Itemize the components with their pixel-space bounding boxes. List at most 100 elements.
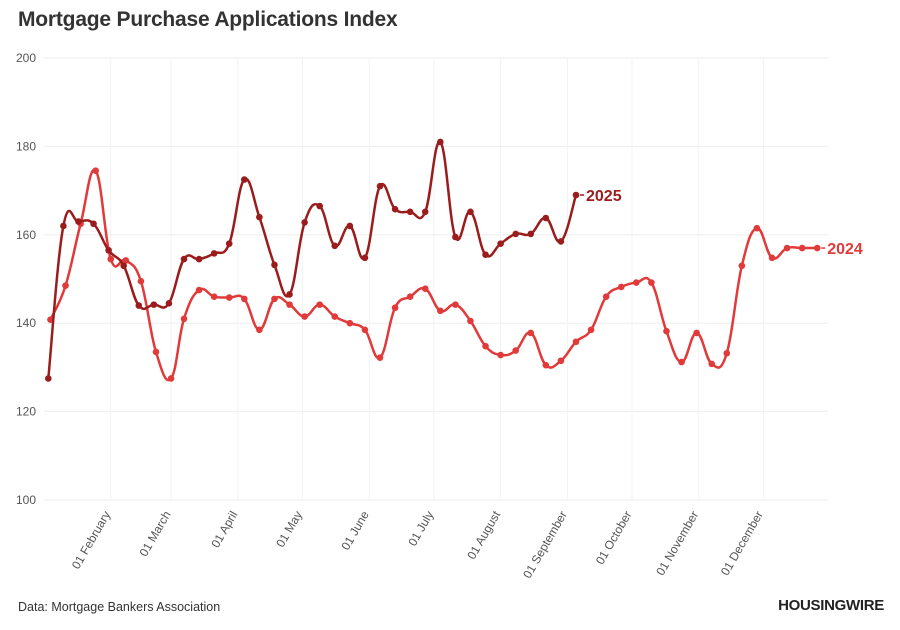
data-point (301, 313, 308, 320)
data-point (648, 279, 655, 286)
data-point (391, 205, 399, 213)
data-point (678, 358, 685, 366)
y-tick-label: 160 (16, 228, 36, 242)
data-point (798, 244, 806, 252)
data-point (406, 293, 414, 300)
data-point (286, 291, 293, 298)
data-point (633, 279, 640, 286)
data-point (813, 244, 821, 252)
y-axis: 100 120 140 160 180 200 (16, 51, 36, 507)
series-label-2025: 2025 (586, 188, 622, 205)
data-point (45, 375, 52, 382)
series-group: 2024 2025 (45, 138, 863, 382)
series-label-2024: 2024 (827, 241, 863, 258)
x-tick-label: 01 March (137, 509, 174, 559)
x-tick-label: 01 October (593, 509, 635, 567)
data-point (497, 351, 504, 359)
series-line-2024 (49, 168, 819, 382)
x-axis: 01 February 01 March 01 April 01 May 01 June… (69, 508, 766, 581)
data-point (512, 347, 519, 354)
x-tick-label: 01 December (718, 509, 766, 578)
data-point (361, 326, 369, 334)
data-point (406, 208, 414, 216)
data-point (391, 304, 399, 312)
data-point (467, 208, 474, 216)
x-tick-label: 01 August (464, 508, 503, 562)
data-point (421, 285, 429, 293)
data-point (195, 255, 203, 263)
data-point (122, 257, 130, 264)
data-point (437, 138, 444, 146)
data-point (120, 262, 127, 270)
source-note: Data: Mortgage Bankers Association (18, 600, 221, 614)
data-point (768, 254, 776, 262)
data-point (331, 242, 339, 250)
data-point (62, 282, 69, 289)
data-point (346, 222, 354, 230)
x-tick-label: 01 June (338, 508, 372, 552)
data-point (452, 301, 459, 308)
data-point (256, 213, 263, 221)
chart-title: Mortgage Purchase Applications Index (18, 8, 398, 31)
data-point (587, 326, 595, 334)
data-point (210, 293, 218, 300)
data-point (346, 319, 354, 327)
data-point (107, 255, 115, 263)
data-point (572, 338, 580, 346)
data-point (663, 327, 670, 335)
data-point (693, 329, 700, 337)
data-point (557, 238, 565, 245)
data-point (452, 233, 459, 241)
data-point (256, 326, 263, 334)
x-tick-label: 01 November (653, 509, 701, 578)
data-point (92, 167, 99, 175)
data-point (180, 315, 188, 323)
data-point (361, 254, 369, 262)
data-point (165, 300, 173, 307)
data-point (241, 176, 248, 183)
data-point (617, 283, 625, 291)
y-tick-label: 140 (16, 316, 36, 330)
data-point (316, 301, 323, 308)
data-point (708, 360, 715, 368)
data-point (301, 219, 308, 226)
data-point (783, 244, 791, 252)
y-tick-label: 180 (16, 139, 36, 153)
data-point (271, 295, 278, 303)
data-point (60, 222, 67, 230)
data-point (376, 354, 384, 361)
data-point (482, 342, 489, 350)
x-tick-label: 01 April (208, 509, 240, 551)
data-point (753, 224, 761, 232)
data-point (512, 230, 519, 238)
y-tick-label: 120 (16, 405, 36, 419)
data-point (195, 286, 203, 294)
data-point (497, 240, 504, 247)
data-point (75, 218, 82, 225)
y-tick-label: 200 (16, 51, 36, 65)
data-point (137, 277, 145, 285)
data-point (241, 295, 248, 303)
grid-lines (44, 57, 828, 501)
data-point (542, 214, 550, 222)
data-point (602, 293, 610, 300)
data-point (150, 301, 158, 308)
data-point (421, 208, 429, 216)
data-point (225, 240, 233, 247)
data-point (225, 294, 233, 301)
data-point (376, 182, 384, 190)
data-point (286, 301, 293, 308)
x-tick-label: 01 July (405, 509, 436, 549)
data-point (542, 361, 550, 369)
x-tick-label: 01 February (69, 509, 113, 572)
series-2024: 2024 (47, 167, 863, 382)
data-point (437, 307, 444, 315)
data-point (167, 375, 175, 382)
data-point (180, 255, 188, 263)
data-point (331, 313, 339, 320)
x-tick-label: 01 May (273, 509, 305, 550)
data-point (135, 302, 143, 309)
data-point (572, 191, 580, 199)
data-point (210, 250, 218, 257)
